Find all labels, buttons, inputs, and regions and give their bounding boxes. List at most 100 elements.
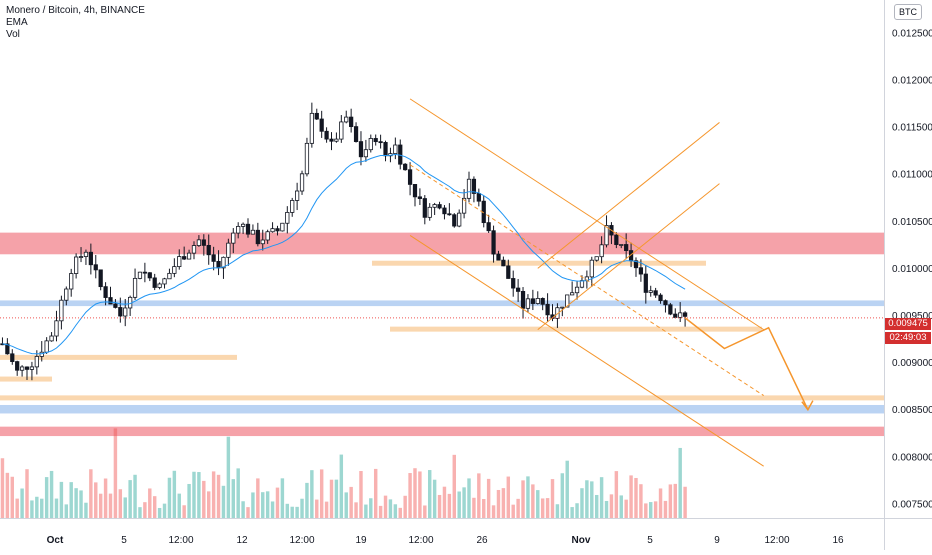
volume-bar (94, 482, 98, 518)
candle-body (78, 256, 84, 258)
candle-body (280, 222, 285, 232)
x-tick-label: 12 (236, 535, 248, 546)
volume-bar (35, 496, 39, 518)
volume-bar (40, 498, 44, 518)
volume-bar (388, 499, 393, 518)
currency-badge[interactable]: BTC (894, 4, 922, 20)
x-tick-label: 5 (647, 535, 653, 546)
candle-body (118, 307, 123, 317)
candle-body (471, 178, 477, 194)
candle-body (304, 142, 310, 175)
channel-upper (409, 98, 764, 331)
candle-body (633, 260, 639, 269)
rising-channel-upper (537, 122, 720, 269)
volume-bar (526, 476, 530, 518)
volume-bar (187, 483, 191, 518)
volume-bar (265, 491, 270, 518)
x-tick-label: Nov (572, 535, 591, 546)
volume-bar (221, 485, 226, 518)
volume-bar (310, 470, 314, 518)
candle-body (83, 251, 89, 257)
candle-body (285, 212, 290, 224)
volume-bar (152, 496, 157, 518)
volume-bar (585, 480, 589, 518)
candle-body (339, 121, 344, 140)
volume-bar (236, 468, 240, 518)
volume-bar (167, 477, 172, 518)
last-price-tag: 0.009475 (885, 318, 931, 330)
candle-body (39, 351, 44, 357)
volume-bar (300, 498, 304, 518)
chart-legend: Monero / Bitcoin, 4h, BINANCE EMA Vol (6, 5, 145, 41)
volume-bar (418, 471, 422, 518)
volume-bar (649, 502, 653, 518)
symbol-title[interactable]: Monero / Bitcoin, 4h, BINANCE (6, 5, 145, 16)
candle-body (403, 163, 408, 171)
candle-body (49, 335, 54, 342)
candle-body (668, 304, 673, 315)
candle-body (314, 112, 319, 120)
candle-body (334, 138, 339, 142)
volume-bar (393, 504, 398, 518)
candle-body (147, 272, 152, 279)
candle-body (24, 366, 30, 370)
volume-bar (89, 469, 93, 518)
volume-bar (560, 473, 565, 518)
volume-bar (275, 487, 280, 518)
y-tick-label: 0.012500 (892, 28, 932, 39)
volume-bar (369, 498, 373, 518)
volume-bar (103, 478, 108, 518)
volume-bar (59, 481, 64, 518)
volume-bar (182, 505, 186, 518)
volume-bar (373, 468, 378, 518)
x-tick-label: Oct (47, 535, 64, 546)
orange-level-1 (0, 354, 237, 360)
channel-lower (409, 235, 764, 467)
candle-body (132, 277, 138, 298)
candle-body (466, 178, 472, 199)
candle-body (427, 206, 432, 218)
volume-bar (408, 473, 412, 518)
candle-body (29, 366, 35, 370)
volume-bar (673, 483, 677, 518)
x-tick-label: 16 (832, 535, 844, 546)
volume-bar (324, 501, 329, 518)
volume-bar (364, 504, 368, 518)
ema-line (2, 153, 686, 355)
y-tick-label: 0.008000 (892, 452, 932, 463)
candle-body (211, 254, 216, 262)
candle-body (324, 130, 329, 140)
volume-bar (113, 428, 118, 518)
ema-indicator-label[interactable]: EMA (6, 17, 28, 28)
candle-body (69, 273, 74, 290)
volume-bar (162, 503, 167, 518)
volume-bar (442, 486, 447, 518)
volume-bar (143, 502, 147, 518)
candle-body (201, 239, 206, 246)
zone-support-1 (0, 300, 884, 307)
candle-body (373, 138, 378, 143)
rising-channel-lower (537, 183, 720, 331)
candle-body (461, 197, 467, 214)
candle-body (604, 225, 609, 246)
candle-body (491, 230, 496, 255)
x-tick-label: 12:00 (168, 535, 193, 546)
candle-body (265, 231, 270, 241)
candle-body (88, 251, 93, 266)
volume-bar (619, 495, 623, 518)
candle-body (137, 271, 143, 279)
candle-body (378, 141, 383, 144)
volume-bar (344, 492, 348, 518)
volume-indicator-label[interactable]: Vol (6, 29, 20, 40)
candle-body (54, 320, 59, 337)
candle-body (270, 228, 275, 233)
candle-body (407, 169, 413, 185)
candle-body (295, 190, 300, 201)
candle-body (103, 286, 108, 298)
candle-body (162, 278, 167, 285)
candle-body (108, 297, 113, 305)
volume-bar (207, 491, 211, 518)
x-tick-label: 5 (121, 535, 127, 546)
